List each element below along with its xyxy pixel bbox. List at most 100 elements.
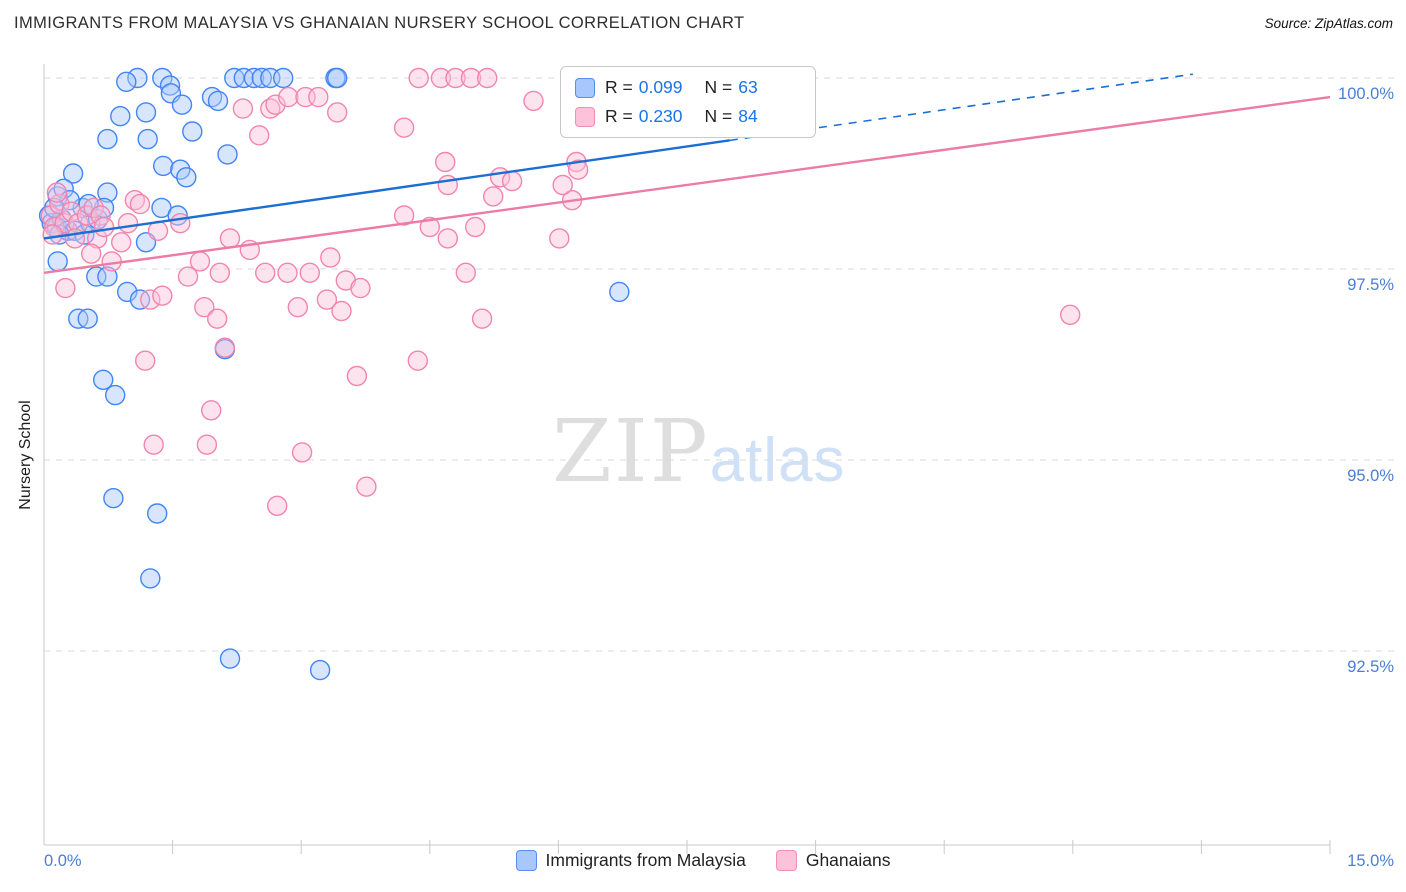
scatter-point-ghanaians	[278, 86, 299, 108]
legend-swatch-blue-icon	[575, 77, 595, 98]
scatter-point-ghanaians	[393, 117, 415, 138]
trendline-ghanaians	[43, 95, 1331, 275]
source-name: ZipAtlas.com	[1314, 16, 1393, 31]
scatter-point-ghanaians	[86, 228, 108, 249]
scatter-point-ghanaians	[55, 277, 76, 299]
scatter-point-ghanaians	[170, 212, 191, 234]
scatter-point-malaysia	[104, 384, 126, 406]
scatter-point-ghanaians	[308, 86, 329, 108]
y-tick-label: 95.0%	[1347, 467, 1394, 485]
scatter-point-ghanaians	[90, 205, 111, 226]
scatter-point-ghanaians	[200, 400, 222, 421]
scatter-point-ghanaians	[483, 186, 504, 207]
scatter-point-malaysia	[116, 281, 138, 303]
scatter-point-malaysia	[327, 67, 348, 89]
scatter-point-ghanaians	[419, 216, 440, 238]
scatter-point-ghanaians	[327, 102, 348, 123]
scatter-point-malaysia	[152, 67, 173, 89]
bottom-legend-label: Immigrants from Malaysia	[545, 850, 746, 870]
scatter-point-malaysia	[86, 266, 107, 287]
scatter-point-malaysia	[609, 281, 630, 303]
scatter-point-ghanaians	[255, 262, 276, 283]
scatter-point-ghanaians	[83, 197, 104, 219]
scatter-point-ghanaians	[265, 94, 286, 115]
scatter-point-ghanaians	[393, 205, 415, 226]
legend-r-value: 0.099	[638, 77, 683, 97]
scatter-point-ghanaians	[206, 308, 228, 329]
scatter-point-ghanaians	[331, 300, 352, 322]
scatter-point-ghanaians	[408, 67, 429, 89]
scatter-point-malaysia	[103, 488, 124, 509]
legend-n-value: 84	[738, 106, 758, 126]
legend-n-prefix: N =	[704, 77, 733, 97]
scatter-point-ghanaians	[552, 174, 573, 196]
scatter-point-ghanaians	[143, 434, 164, 455]
scatter-point-ghanaians	[477, 67, 498, 89]
scatter-point-ghanaians	[232, 98, 254, 119]
scatter-point-malaysia	[182, 121, 203, 142]
scatter-point-ghanaians	[110, 232, 132, 253]
scatter-point-ghanaians	[501, 170, 523, 192]
scatter-point-malaysia	[129, 289, 151, 310]
scatter-point-malaysia	[110, 105, 131, 127]
bottom-legend-item-ghanaians: Ghanaians	[775, 850, 890, 871]
legend-row-ghanaians: R = 0.230 N = 84	[575, 106, 799, 127]
scatter-point-ghanaians	[93, 216, 115, 238]
bottom-legend-swatch-pink-icon	[775, 850, 797, 871]
scatter-point-malaysia	[251, 67, 272, 89]
scatter-point-ghanaians	[299, 262, 320, 283]
watermark-zip: ZIP	[552, 402, 710, 502]
legend-n-prefix: N =	[704, 106, 733, 126]
scatter-point-ghanaians	[152, 285, 173, 306]
scatter-point-ghanaians	[42, 224, 63, 245]
scatter-point-malaysia	[92, 369, 114, 390]
scatter-point-ghanaians	[445, 67, 466, 89]
legend: R = 0.099 N = 63 R = 0.230 N = 84	[560, 66, 816, 138]
scatter-point-malaysia	[97, 182, 118, 203]
scatter-point-malaysia	[97, 128, 118, 150]
scatter-point-ghanaians	[430, 67, 452, 89]
scatter-point-ghanaians	[460, 67, 482, 89]
legend-n-value: 63	[738, 77, 758, 97]
scatter-point-malaysia	[207, 90, 229, 112]
scatter-point-ghanaians	[455, 262, 476, 283]
scatter-point-ghanaians	[346, 365, 368, 387]
scatter-point-malaysia	[97, 266, 118, 287]
legend-r-prefix: R =	[605, 106, 633, 126]
scatter-point-ghanaians	[316, 289, 338, 310]
scatter-point-ghanaians	[356, 476, 377, 497]
scatter-point-malaysia	[127, 67, 148, 89]
scatter-point-malaysia	[47, 251, 68, 272]
source-prefix: Source:	[1264, 16, 1312, 31]
scatter-point-ghanaians	[320, 247, 341, 268]
scatter-point-ghanaians	[209, 262, 231, 283]
scatter-point-ghanaians	[177, 266, 199, 287]
scatter-point-ghanaians	[129, 193, 151, 215]
scatter-point-ghanaians	[219, 228, 241, 249]
scatter-point-ghanaians	[80, 243, 102, 264]
legend-r-value: 0.230	[638, 106, 683, 126]
scatter-point-ghanaians	[471, 308, 493, 329]
scatter-point-ghanaians	[267, 495, 288, 516]
trendline-malaysia-solid	[43, 139, 731, 240]
scatter-point-malaysia	[273, 67, 294, 89]
scatter-point-ghanaians	[287, 297, 308, 318]
y-tick-label: 100.0%	[1338, 85, 1394, 103]
scatter-point-ghanaians	[1059, 304, 1081, 325]
scatter-point-malaysia	[77, 308, 98, 329]
scatter-point-malaysia	[152, 155, 174, 177]
scatter-point-ghanaians	[117, 212, 139, 234]
scatter-point-ghanaians	[46, 182, 68, 203]
bottom-legend-item-malaysia: Immigrants from Malaysia	[515, 850, 746, 871]
scatter-point-malaysia	[116, 71, 137, 93]
scatter-point-ghanaians	[437, 228, 458, 249]
x-axis-max-label: 15.0%	[1347, 852, 1394, 870]
scatter-point-ghanaians	[214, 337, 236, 358]
legend-row-malaysia: R = 0.099 N = 63	[575, 77, 799, 98]
legend-r-prefix: R =	[605, 77, 633, 97]
scatter-point-ghanaians	[249, 125, 270, 146]
x-axis-min-label: 0.0%	[44, 852, 82, 870]
scatter-point-ghanaians	[523, 90, 544, 112]
scatter-point-ghanaians	[140, 289, 161, 310]
